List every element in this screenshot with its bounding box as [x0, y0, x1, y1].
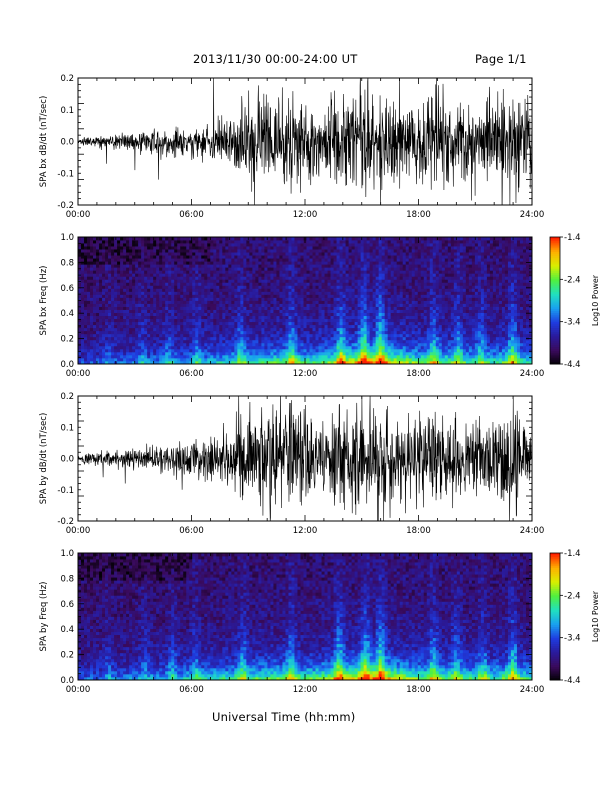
- colorbar-tick-label: -1.4: [564, 233, 581, 243]
- colorbar-tick-label: -4.4: [564, 360, 581, 370]
- y-tick-label: -0.1: [57, 486, 74, 496]
- y-tick-label: 0.6: [60, 600, 74, 610]
- panel-2-axes: [77, 236, 533, 365]
- y-tick-label: 0.8: [60, 574, 74, 584]
- y-tick-label: 0.4: [60, 625, 74, 635]
- colorbar-title: Log10 Power: [591, 590, 600, 642]
- x-tick-label: 24:00: [520, 210, 545, 220]
- colorbar-tick-label: -3.4: [564, 634, 581, 644]
- y-axis-title: SPA bx Freq (Hz): [39, 265, 49, 335]
- x-tick-label: 06:00: [179, 685, 204, 695]
- y-tick-label: 0.8: [60, 258, 74, 268]
- panel-3-axes: [77, 395, 533, 522]
- y-tick-label: 0.2: [60, 74, 74, 84]
- x-tick-label: 06:00: [179, 369, 204, 379]
- x-tick-label: 12:00: [293, 369, 318, 379]
- x-tick-label: 06:00: [179, 526, 204, 536]
- x-tick-label: 18:00: [406, 685, 431, 695]
- y-tick-label: 1.0: [60, 549, 74, 559]
- y-tick-label: 1.0: [60, 233, 74, 243]
- y-tick-label: 0.0: [60, 138, 74, 148]
- x-tick-label: 24:00: [520, 685, 545, 695]
- colorbar-title: Log10 Power: [591, 274, 600, 326]
- panel-2-spectrogram-image: [78, 237, 533, 365]
- x-tick-label: 12:00: [293, 685, 318, 695]
- y-tick-label: 0.0: [60, 455, 74, 465]
- panel-1-waveform-trace: [78, 78, 532, 205]
- y-tick-label: 0.1: [60, 423, 74, 433]
- x-tick-label: 00:00: [66, 526, 91, 536]
- colorbar-tick-label: -1.4: [564, 549, 581, 559]
- y-tick-label: 0.2: [60, 651, 74, 661]
- y-tick-label: 0.4: [60, 309, 74, 319]
- y-axis-title: SPA by Freq (Hz): [39, 581, 49, 651]
- date-range-title: 2013/11/30 00:00-24:00 UT: [193, 52, 358, 66]
- page-indicator: Page 1/1: [475, 52, 527, 66]
- x-axis-title: Universal Time (hh:mm): [212, 710, 356, 724]
- y-tick-label: 0.0: [60, 676, 74, 686]
- panel-3-waveform-trace: [78, 396, 532, 521]
- y-tick-label: 0.2: [60, 392, 74, 402]
- x-tick-label: 12:00: [293, 526, 318, 536]
- x-tick-label: 00:00: [66, 210, 91, 220]
- panel-4-spectrogram-image: [78, 553, 533, 681]
- colorbar-tick-label: -3.4: [564, 318, 581, 328]
- colorbar-tick-label: -4.4: [564, 676, 581, 686]
- y-axis-title: SPA bx dB/dt (nT/sec): [39, 96, 49, 188]
- panel-4-colorbar: [549, 552, 563, 681]
- y-tick-label: -0.2: [57, 517, 74, 527]
- x-tick-label: 06:00: [179, 210, 204, 220]
- x-tick-label: 18:00: [406, 526, 431, 536]
- colorbar-tick-label: -2.4: [564, 275, 581, 285]
- x-tick-label: 00:00: [66, 369, 91, 379]
- y-tick-label: 0.0: [60, 360, 74, 370]
- x-tick-label: 18:00: [406, 210, 431, 220]
- x-tick-label: 24:00: [520, 369, 545, 379]
- y-tick-label: -0.1: [57, 169, 74, 179]
- colorbar-tick-label: -2.4: [564, 591, 581, 601]
- y-tick-label: 0.6: [60, 284, 74, 294]
- y-tick-label: -0.2: [57, 201, 74, 211]
- x-tick-label: 12:00: [293, 210, 318, 220]
- x-tick-label: 00:00: [66, 685, 91, 695]
- panel-2-colorbar: [549, 236, 563, 365]
- x-tick-label: 18:00: [406, 369, 431, 379]
- x-tick-label: 24:00: [520, 526, 545, 536]
- y-tick-label: 0.1: [60, 106, 74, 116]
- panel-4-axes: [77, 552, 533, 681]
- y-axis-title: SPA by dB/dt (nT/sec): [39, 413, 49, 505]
- y-tick-label: 0.2: [60, 335, 74, 345]
